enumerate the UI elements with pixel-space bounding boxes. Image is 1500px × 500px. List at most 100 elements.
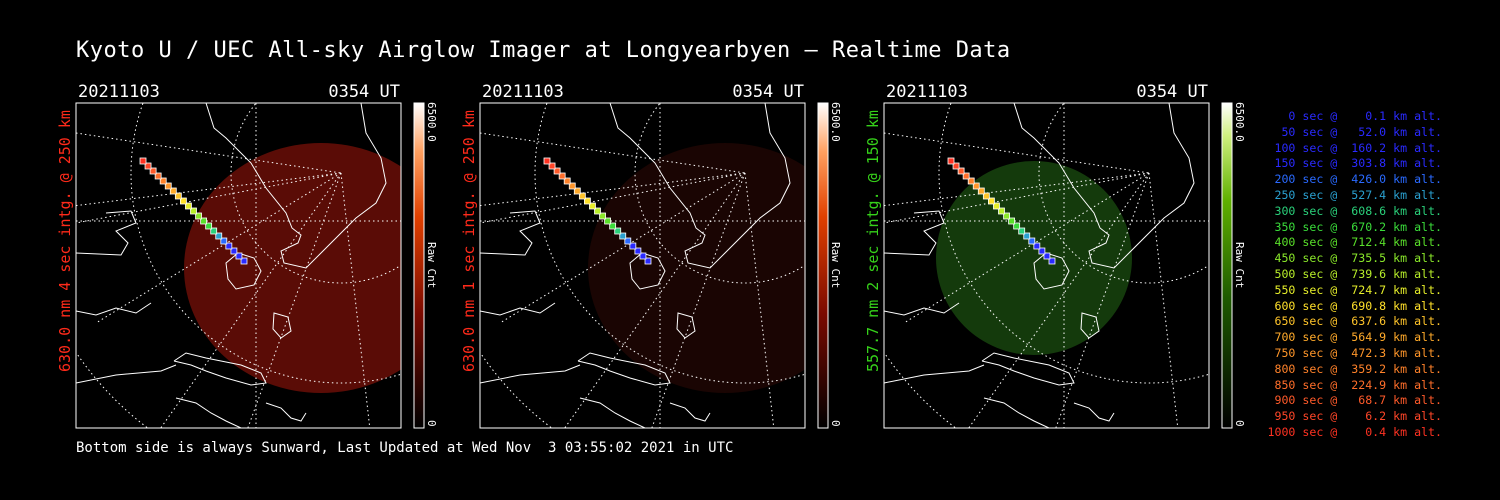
legend-entry: 0 sec @ 0.1 km alt. — [1267, 109, 1442, 123]
trajectory-marker — [1043, 252, 1051, 260]
legend-entry: 50 sec @ 52.0 km alt. — [1267, 124, 1442, 139]
trajectory-marker — [1038, 247, 1046, 255]
trajectory-marker — [1003, 212, 1010, 220]
coastline — [983, 397, 1050, 428]
coastline — [981, 352, 1075, 386]
trajectory-marker — [957, 167, 965, 175]
trajectory-marker — [568, 182, 576, 190]
trajectory-marker — [1048, 257, 1056, 265]
airglow-emission — [588, 143, 805, 393]
trajectory-marker — [947, 157, 955, 165]
coastline — [76, 364, 177, 384]
legend-entry: 700 sec @ 564.9 km alt. — [1267, 330, 1442, 345]
trajectory-marker — [1013, 222, 1021, 230]
trajectory-marker — [563, 177, 571, 185]
trajectory-marker — [584, 197, 591, 205]
legend-entry: 350 sec @ 670.2 km alt. — [1267, 219, 1442, 234]
colorbar — [1221, 102, 1233, 429]
legend-entry: 600 sec @ 690.8 km alt. — [1267, 298, 1442, 313]
panel-2-date: 20211103 — [482, 82, 564, 102]
trajectory-marker — [619, 232, 627, 240]
sky-image-3 — [884, 103, 1209, 428]
longitude-line — [651, 172, 746, 428]
trajectory-marker — [609, 222, 617, 230]
trajectory-marker — [200, 217, 208, 225]
trajectory-marker — [543, 157, 551, 165]
panel-2-time: 0354 UT — [732, 82, 804, 102]
legend-entry: 200 sec @ 426.0 km alt. — [1267, 172, 1442, 187]
longitude-line — [499, 172, 746, 324]
trajectory-marker — [578, 192, 586, 200]
trajectory-marker — [594, 207, 601, 215]
coastline — [884, 210, 945, 256]
trajectory-marker — [1018, 227, 1026, 235]
trajectory-marker — [1033, 242, 1041, 250]
coastline — [76, 302, 152, 316]
trajectory-marker — [235, 252, 243, 260]
trajectory-marker — [629, 242, 637, 250]
trajectory-marker — [144, 162, 152, 170]
trajectory-marker — [952, 162, 960, 170]
legend-entry: 250 sec @ 527.4 km alt. — [1267, 188, 1442, 202]
trajectory-marker — [225, 242, 233, 250]
legend-entry: 300 sec @ 608.6 km alt. — [1267, 203, 1442, 218]
longitude-line — [480, 172, 746, 207]
trajectory-marker — [149, 167, 157, 175]
longitude-line — [76, 172, 342, 207]
page-title: Kyoto U / UEC All-sky Airglow Imager at … — [76, 38, 1011, 63]
panel-frame — [479, 102, 806, 429]
trajectory-marker — [589, 202, 596, 210]
panel-frame — [883, 102, 1210, 429]
trajectory-marker — [644, 257, 652, 265]
longitude-line — [247, 172, 342, 428]
trajectory-marker — [624, 237, 632, 245]
trajectory-marker — [977, 187, 985, 195]
legend-entry: 500 sec @ 739.6 km alt. — [1267, 267, 1442, 281]
coastline — [175, 397, 242, 428]
trajectory-marker — [548, 162, 556, 170]
longitude-line — [95, 172, 342, 324]
longitude-line — [1148, 172, 1179, 428]
coastline — [265, 402, 307, 422]
colorbar — [817, 102, 829, 429]
airglow-emission — [184, 143, 401, 393]
trajectory-marker — [972, 182, 980, 190]
trajectory-marker — [558, 172, 566, 180]
coastline — [480, 302, 556, 316]
legend-entry: 100 sec @ 160.2 km alt. — [1267, 140, 1442, 155]
legend-entry: 450 sec @ 735.5 km alt. — [1267, 251, 1442, 266]
coastline — [1080, 312, 1100, 339]
latitude-circle — [938, 103, 1209, 384]
legend-entry: 850 sec @ 224.9 km alt. — [1267, 377, 1442, 392]
trajectory-marker — [185, 202, 192, 210]
trajectory-marker — [164, 182, 172, 190]
coastline — [609, 103, 791, 269]
trajectory-marker — [169, 187, 177, 195]
latitude-circle — [534, 103, 805, 384]
trajectory-marker — [205, 222, 213, 230]
latitude-circle — [130, 103, 401, 384]
coastline — [1073, 402, 1115, 422]
coastline — [480, 364, 581, 384]
trajectory-marker — [573, 187, 581, 195]
legend-entry: 150 sec @ 303.8 km alt. — [1267, 156, 1442, 171]
trajectory-marker — [1008, 217, 1015, 225]
panel-1-date: 20211103 — [78, 82, 160, 102]
trajectory-marker — [139, 157, 147, 165]
trajectory-marker — [190, 207, 197, 215]
legend-entry: 400 sec @ 712.4 km alt. — [1267, 235, 1442, 250]
longitude-line — [903, 172, 1150, 324]
legend-entry: 1000 sec @ 0.4 km alt. — [1267, 425, 1442, 439]
sky-image-2 — [480, 103, 805, 428]
coastline — [579, 397, 646, 428]
trajectory-marker — [962, 172, 970, 180]
legend-entry: 750 sec @ 472.3 km alt. — [1267, 346, 1442, 360]
sky-image-1 — [76, 103, 401, 428]
trajectory-marker — [639, 252, 647, 260]
coastline — [76, 210, 137, 256]
coastline — [669, 402, 711, 422]
trajectory-marker — [220, 237, 228, 245]
trajectory-marker — [230, 247, 238, 255]
trajectory-marker — [993, 202, 1000, 210]
